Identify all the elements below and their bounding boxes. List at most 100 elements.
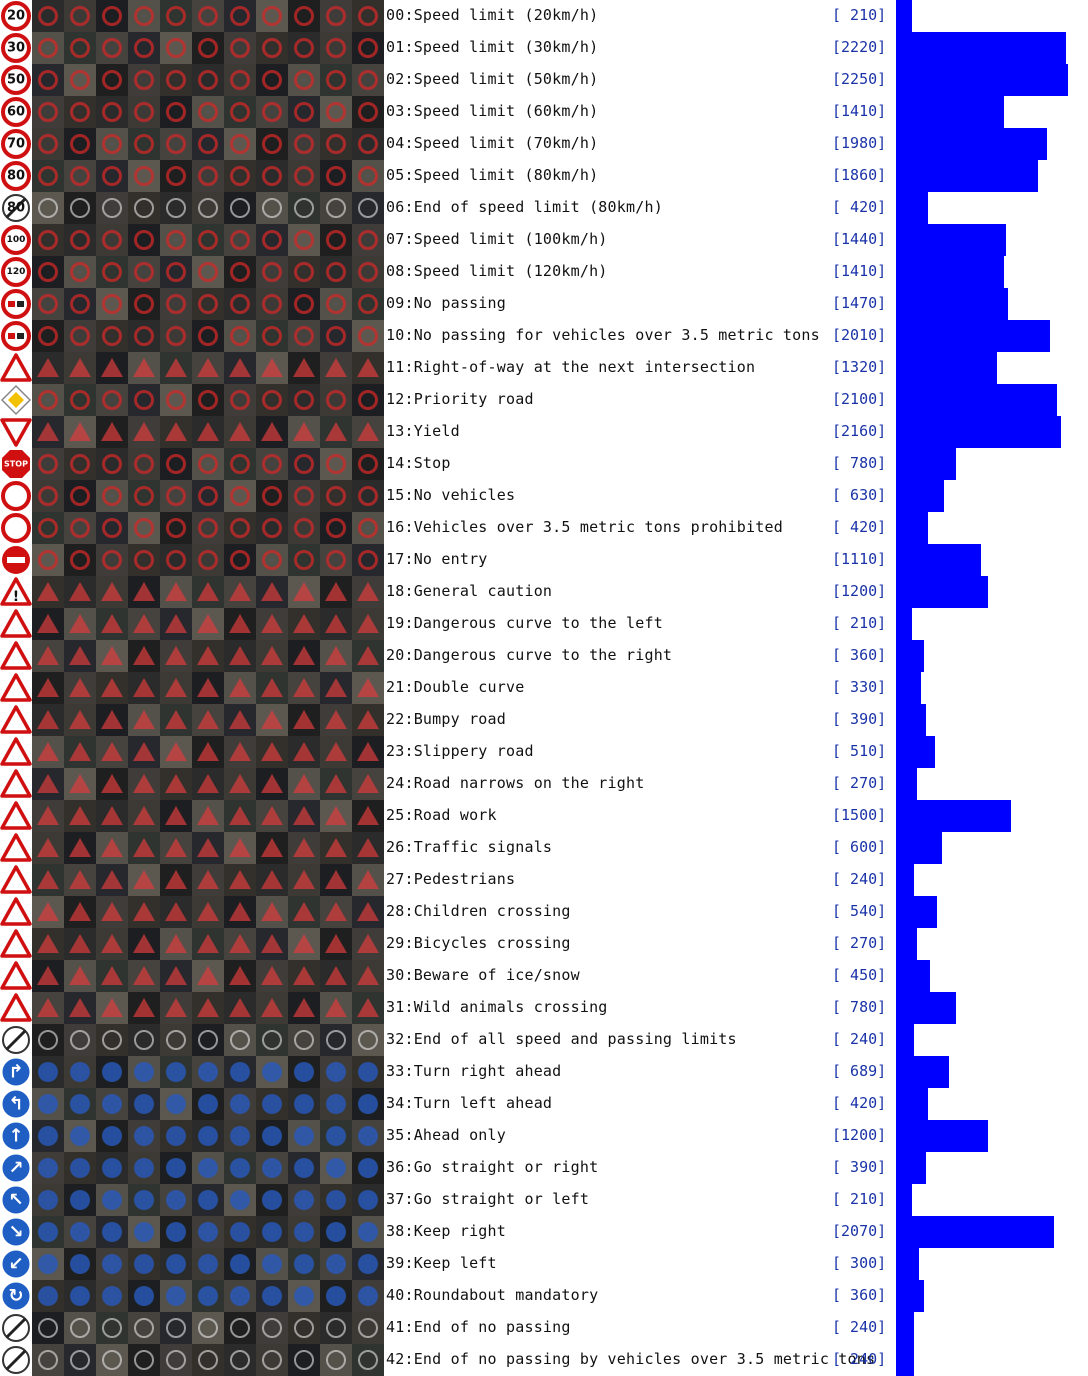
sample-thumbnail bbox=[160, 896, 192, 928]
sample-thumbnail bbox=[192, 928, 224, 960]
count-bar bbox=[896, 352, 997, 384]
sample-thumbnail bbox=[320, 1088, 352, 1120]
sample-thumbnail bbox=[192, 800, 224, 832]
sample-thumbnail bbox=[64, 224, 96, 256]
sample-thumbnail bbox=[160, 384, 192, 416]
sample-thumbnail bbox=[32, 1152, 64, 1184]
sample-thumbnail bbox=[128, 1312, 160, 1344]
class-count: [ 210] bbox=[832, 614, 887, 632]
sign-icon bbox=[0, 993, 32, 1022]
sample-thumbnail bbox=[192, 288, 224, 320]
class-count: [ 360] bbox=[832, 646, 887, 664]
sample-thumbnail bbox=[192, 672, 224, 704]
sample-thumbnail bbox=[288, 896, 320, 928]
sign-icon bbox=[1, 513, 31, 543]
sample-thumbnail bbox=[64, 1216, 96, 1248]
class-count: [1410] bbox=[832, 262, 887, 280]
sample-thumbnail bbox=[192, 448, 224, 480]
sample-thumbnail bbox=[96, 1312, 128, 1344]
class-label: 07:Speed limit (100km/h) bbox=[386, 230, 608, 248]
sample-thumbnail bbox=[128, 1344, 160, 1376]
sample-thumbnail bbox=[224, 128, 256, 160]
sample-thumbnail bbox=[64, 1120, 96, 1152]
sample-thumbnail bbox=[64, 256, 96, 288]
svg-text:↰: ↰ bbox=[8, 1094, 23, 1115]
class-label: 32:End of all speed and passing limits bbox=[386, 1030, 737, 1048]
sample-thumbnail bbox=[192, 608, 224, 640]
sample-thumbnail bbox=[96, 1280, 128, 1312]
sample-thumbnail bbox=[224, 544, 256, 576]
sign-icon: 100 bbox=[1, 225, 31, 255]
sample-thumbnail bbox=[160, 992, 192, 1024]
sample-thumbnail bbox=[128, 736, 160, 768]
sample-thumbnail bbox=[288, 832, 320, 864]
sample-thumbnail bbox=[192, 992, 224, 1024]
class-count: [ 540] bbox=[832, 902, 887, 920]
class-label: 16:Vehicles over 3.5 metric tons prohibi… bbox=[386, 518, 783, 536]
sign-icon bbox=[0, 865, 32, 894]
sample-thumbnail bbox=[128, 672, 160, 704]
sample-thumbnail bbox=[224, 1024, 256, 1056]
sample-thumbnail bbox=[160, 416, 192, 448]
class-label: 40:Roundabout mandatory bbox=[386, 1286, 599, 1304]
class-count: [ 390] bbox=[832, 1158, 887, 1176]
sample-thumbnail bbox=[288, 1216, 320, 1248]
sample-thumbnail bbox=[64, 736, 96, 768]
sample-thumbnail bbox=[128, 160, 160, 192]
class-label: 19:Dangerous curve to the left bbox=[386, 614, 663, 632]
count-bar bbox=[896, 1248, 919, 1280]
sample-thumbnail bbox=[192, 960, 224, 992]
sample-thumbnail bbox=[256, 1024, 288, 1056]
sample-thumbnail bbox=[320, 544, 352, 576]
sample-thumbnail bbox=[192, 544, 224, 576]
sample-thumbnail bbox=[288, 1024, 320, 1056]
class-row: 25:Road work [1500] bbox=[0, 800, 1088, 832]
class-count: [2070] bbox=[832, 1222, 887, 1240]
sample-thumbnails bbox=[32, 832, 384, 864]
sample-thumbnail bbox=[128, 288, 160, 320]
sample-thumbnail bbox=[288, 1056, 320, 1088]
class-count: [2010] bbox=[832, 326, 887, 344]
class-row: 70 04:Speed limit (70km/h) [1980] bbox=[0, 128, 1088, 160]
class-count: [ 270] bbox=[832, 934, 887, 952]
count-bar bbox=[896, 1088, 928, 1120]
sample-thumbnail bbox=[160, 544, 192, 576]
sample-thumbnail bbox=[352, 1088, 384, 1120]
sample-thumbnails bbox=[32, 96, 384, 128]
class-row: 09:No passing [1470] bbox=[0, 288, 1088, 320]
sample-thumbnail bbox=[128, 608, 160, 640]
sample-thumbnail bbox=[288, 608, 320, 640]
sample-thumbnail bbox=[32, 352, 64, 384]
sample-thumbnail bbox=[160, 1344, 192, 1376]
svg-text:70: 70 bbox=[7, 137, 25, 152]
sample-thumbnail bbox=[128, 704, 160, 736]
sample-thumbnail bbox=[128, 1024, 160, 1056]
sample-thumbnail bbox=[224, 608, 256, 640]
sample-thumbnail bbox=[256, 896, 288, 928]
class-count: [ 689] bbox=[832, 1062, 887, 1080]
sample-thumbnail bbox=[192, 640, 224, 672]
sample-thumbnail bbox=[192, 1056, 224, 1088]
sample-thumbnail bbox=[96, 992, 128, 1024]
sample-thumbnail bbox=[352, 320, 384, 352]
count-bar bbox=[896, 704, 926, 736]
sample-thumbnail bbox=[128, 1056, 160, 1088]
sample-thumbnail bbox=[128, 1088, 160, 1120]
sample-thumbnail bbox=[96, 288, 128, 320]
sample-thumbnail bbox=[96, 448, 128, 480]
sample-thumbnail bbox=[160, 256, 192, 288]
sample-thumbnail bbox=[32, 256, 64, 288]
sample-thumbnail bbox=[224, 384, 256, 416]
sample-thumbnail bbox=[96, 704, 128, 736]
sample-thumbnail bbox=[288, 640, 320, 672]
sample-thumbnail bbox=[352, 352, 384, 384]
class-count: [ 330] bbox=[832, 678, 887, 696]
class-count: [2160] bbox=[832, 422, 887, 440]
sample-thumbnail bbox=[256, 672, 288, 704]
sample-thumbnail bbox=[160, 1280, 192, 1312]
sample-thumbnail bbox=[192, 320, 224, 352]
class-row: 120 08:Speed limit (120km/h) [1410] bbox=[0, 256, 1088, 288]
class-row: ! 18:General caution [1200] bbox=[0, 576, 1088, 608]
sample-thumbnail bbox=[256, 0, 288, 32]
sample-thumbnail bbox=[128, 128, 160, 160]
